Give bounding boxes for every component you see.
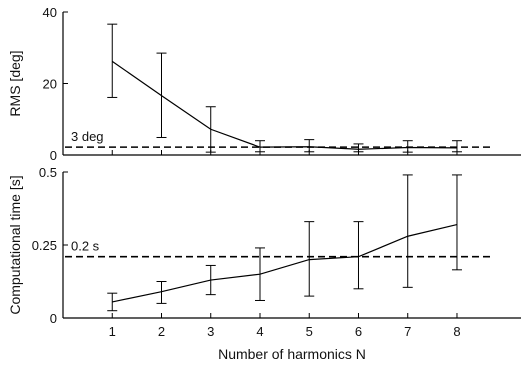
time-y-tick-label: 0 xyxy=(50,311,57,326)
time-series-line xyxy=(112,223,458,303)
time-x-tick-label: 8 xyxy=(453,324,460,339)
rms-y-tick-label: 40 xyxy=(43,5,57,20)
time-x-tick-label: 5 xyxy=(306,324,313,339)
time-x-tick-label: 6 xyxy=(355,324,362,339)
rms-series-line xyxy=(111,60,457,150)
time-reference-label: 0.2 s xyxy=(71,239,100,254)
time-y-axis-title: Computational time [s] xyxy=(7,175,23,314)
time-x-tick-label: 2 xyxy=(158,324,165,339)
rms-y-tick-label: 0 xyxy=(50,148,57,163)
rms-panel: 0 20 40 RMS [deg] 3 deg xyxy=(7,5,521,163)
time-y-tick-label: 0.25 xyxy=(32,238,57,253)
time-x-tick-label: 4 xyxy=(256,324,263,339)
time-x-tick-label: 7 xyxy=(404,324,411,339)
time-x-tick-label: 1 xyxy=(109,324,116,339)
computational-time-panel: 0 0.25 0.5 1 2 3 4 5 6 7 8 Computational time [s] 0.… xyxy=(7,165,521,339)
time-y-tick-label: 0.5 xyxy=(39,165,57,180)
rms-reference-label: 3 deg xyxy=(71,129,104,144)
rms-y-tick-label: 20 xyxy=(43,77,57,92)
time-x-tick-label: 3 xyxy=(207,324,214,339)
x-axis-title: Number of harmonics N xyxy=(218,346,366,362)
rms-y-axis-title: RMS [deg] xyxy=(7,50,23,116)
